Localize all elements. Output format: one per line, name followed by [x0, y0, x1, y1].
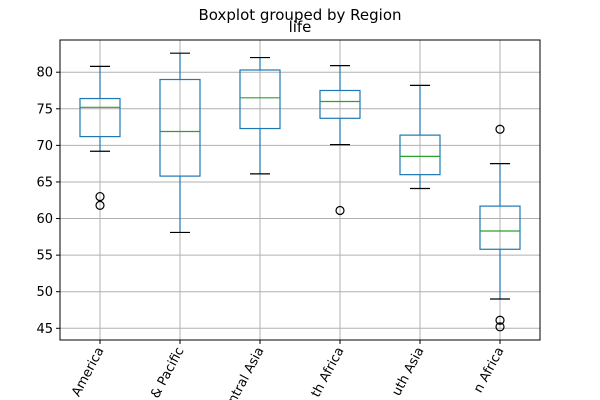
- box-iqr: [239, 69, 281, 130]
- box-iqr: [159, 78, 201, 177]
- y-tick-label: 55: [36, 249, 53, 264]
- x-tick-label: America: [69, 345, 107, 399]
- outlier-point: [95, 191, 105, 202]
- box-group: [159, 52, 201, 234]
- outlier-point: [95, 200, 105, 210]
- x-tick-label: n Africa: [471, 345, 507, 396]
- box-group: [319, 65, 361, 216]
- outlier-point: [495, 124, 505, 134]
- x-tick-label: & Pacific: [148, 345, 187, 400]
- outlier-point: [495, 322, 505, 332]
- x-axis: America & Pacific ntral Asia th Africa uth A…: [69, 340, 508, 400]
- box-group: [399, 84, 441, 190]
- box-group: [479, 124, 521, 332]
- y-tick-label: 65: [36, 175, 53, 190]
- x-tick-label: ntral Asia: [225, 345, 267, 400]
- chart-suptitle: Boxplot grouped by Region: [199, 6, 402, 24]
- boxes-layer: [79, 52, 521, 332]
- chart-title: life: [289, 18, 312, 36]
- box-iqr: [479, 205, 521, 250]
- y-tick-label: 45: [36, 322, 53, 337]
- y-tick-label: 80: [36, 66, 53, 81]
- box-group: [79, 65, 121, 210]
- y-tick-label: 50: [36, 285, 53, 300]
- box-iqr: [79, 97, 121, 138]
- outlier-point: [495, 315, 505, 325]
- y-tick-label: 70: [36, 139, 53, 154]
- x-tick-label: th Africa: [309, 345, 348, 400]
- plot-frame: [59, 39, 541, 341]
- y-tick-label: 75: [36, 102, 53, 117]
- outlier-point: [335, 205, 345, 216]
- y-tick-label: 60: [36, 212, 53, 227]
- box-group: [239, 56, 281, 175]
- box-iqr: [399, 134, 441, 176]
- grid-layer: [60, 40, 540, 340]
- box-iqr: [319, 89, 361, 119]
- x-tick-label: uth Asia: [389, 345, 427, 399]
- y-axis: 45 50 55 60 65 70 75 80: [36, 66, 60, 337]
